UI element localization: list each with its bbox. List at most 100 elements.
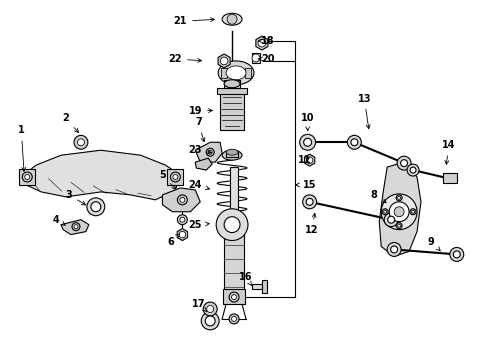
Text: 7: 7 xyxy=(195,117,204,142)
Circle shape xyxy=(251,54,260,62)
Text: 3: 3 xyxy=(65,190,85,205)
Text: 12: 12 xyxy=(304,213,318,235)
Circle shape xyxy=(25,175,30,180)
Text: 5: 5 xyxy=(159,170,176,189)
Circle shape xyxy=(387,216,394,223)
Circle shape xyxy=(303,138,311,146)
Circle shape xyxy=(452,251,459,258)
Circle shape xyxy=(226,14,237,24)
Circle shape xyxy=(77,139,84,146)
Circle shape xyxy=(205,316,215,326)
Text: 16: 16 xyxy=(239,272,252,285)
Circle shape xyxy=(350,139,357,146)
Bar xyxy=(442,173,456,183)
Circle shape xyxy=(74,135,88,149)
Circle shape xyxy=(220,57,227,65)
Circle shape xyxy=(384,213,397,227)
Circle shape xyxy=(299,134,315,150)
Circle shape xyxy=(383,210,386,213)
Bar xyxy=(262,280,266,293)
Circle shape xyxy=(180,217,184,222)
Circle shape xyxy=(177,215,187,225)
Text: 10: 10 xyxy=(300,113,314,131)
Circle shape xyxy=(396,156,410,170)
Circle shape xyxy=(74,225,78,229)
Text: 1: 1 xyxy=(18,125,26,171)
Bar xyxy=(244,68,250,78)
Circle shape xyxy=(395,223,401,229)
Bar xyxy=(225,152,238,157)
Circle shape xyxy=(231,294,236,300)
Circle shape xyxy=(228,314,239,324)
Text: 24: 24 xyxy=(188,180,209,190)
Circle shape xyxy=(382,209,387,215)
Polygon shape xyxy=(218,54,230,68)
Text: 22: 22 xyxy=(168,54,201,64)
Circle shape xyxy=(393,207,403,217)
Circle shape xyxy=(409,167,415,173)
Circle shape xyxy=(386,243,400,256)
Text: 25: 25 xyxy=(188,220,209,230)
Circle shape xyxy=(87,198,104,216)
Ellipse shape xyxy=(222,13,242,25)
Circle shape xyxy=(206,306,213,312)
Circle shape xyxy=(224,217,240,233)
Bar xyxy=(251,53,260,63)
Circle shape xyxy=(346,135,361,149)
Circle shape xyxy=(177,195,187,205)
Circle shape xyxy=(388,202,408,222)
Circle shape xyxy=(397,196,400,199)
Circle shape xyxy=(406,164,418,176)
Circle shape xyxy=(72,223,80,231)
Polygon shape xyxy=(61,220,89,235)
Bar xyxy=(224,227,244,291)
Circle shape xyxy=(449,247,463,261)
Circle shape xyxy=(305,198,312,205)
Polygon shape xyxy=(255,36,267,50)
Text: 9: 9 xyxy=(427,237,439,251)
Polygon shape xyxy=(304,154,314,166)
Circle shape xyxy=(411,210,414,213)
Bar xyxy=(224,80,240,88)
Circle shape xyxy=(381,194,416,230)
Circle shape xyxy=(170,172,180,182)
Text: 13: 13 xyxy=(357,94,370,129)
Bar xyxy=(220,91,244,130)
Circle shape xyxy=(231,316,236,321)
Text: 20: 20 xyxy=(258,54,274,64)
Circle shape xyxy=(395,195,401,201)
Text: 4: 4 xyxy=(53,215,65,225)
Text: 21: 21 xyxy=(173,16,214,26)
Bar xyxy=(221,68,226,78)
Bar xyxy=(217,88,246,94)
Polygon shape xyxy=(195,158,212,170)
Text: 19: 19 xyxy=(188,105,212,116)
Ellipse shape xyxy=(218,61,253,85)
Circle shape xyxy=(180,197,184,202)
Polygon shape xyxy=(195,142,222,162)
Circle shape xyxy=(302,195,316,209)
Text: 17: 17 xyxy=(191,299,206,312)
Circle shape xyxy=(305,157,312,163)
Text: 6: 6 xyxy=(167,234,179,247)
Text: 11: 11 xyxy=(297,155,311,165)
Circle shape xyxy=(216,209,247,240)
Circle shape xyxy=(206,148,214,156)
Polygon shape xyxy=(379,162,420,256)
Circle shape xyxy=(208,150,212,154)
Bar xyxy=(251,284,264,289)
Circle shape xyxy=(91,202,101,212)
Text: 8: 8 xyxy=(370,190,386,203)
Ellipse shape xyxy=(224,80,240,88)
Polygon shape xyxy=(177,229,187,240)
Circle shape xyxy=(173,175,178,180)
Circle shape xyxy=(390,246,397,253)
Ellipse shape xyxy=(225,66,245,80)
Text: 23: 23 xyxy=(188,145,211,155)
Ellipse shape xyxy=(222,150,242,160)
Circle shape xyxy=(22,172,32,182)
Polygon shape xyxy=(23,150,180,200)
Circle shape xyxy=(179,231,185,238)
Text: 14: 14 xyxy=(441,140,455,165)
Circle shape xyxy=(400,159,407,167)
